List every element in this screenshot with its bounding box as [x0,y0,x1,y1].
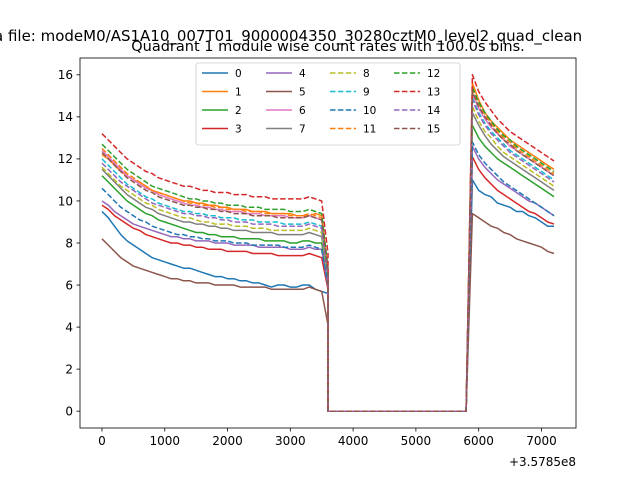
legend-label-14: 14 [427,105,441,117]
y-tick-label: 0 [65,404,73,418]
series-line-14 [101,99,555,412]
x-tick-label: 3000 [275,434,306,448]
legend-label-9: 9 [363,86,370,98]
series-line-15 [101,90,555,412]
y-tick-label: 14 [58,110,73,124]
y-tick-label: 8 [65,236,73,250]
legend-label-12: 12 [427,68,440,80]
x-tick-label: 0 [98,434,106,448]
legend-label-7: 7 [299,123,306,135]
legend-label-13: 13 [427,86,440,98]
x-tick-label: 6000 [463,434,494,448]
y-tick-label: 16 [58,68,73,82]
legend-label-2: 2 [235,105,242,117]
legend-label-15: 15 [427,123,440,135]
chart-title: Quadrant 1 module wise count rates with … [131,39,525,55]
x-tick-label: 4000 [338,434,369,448]
legend-box [195,62,461,146]
figure-suptitle: a file: modeM0/AS1A10_007T01_9000004350_… [0,27,582,46]
x-tick-label: 5000 [401,434,432,448]
y-tick-label: 6 [65,278,73,292]
x-tick-label: 2000 [212,434,243,448]
legend-label-3: 3 [235,123,242,135]
y-tick-label: 10 [58,194,73,208]
legend-label-6: 6 [299,105,306,117]
legend-label-8: 8 [363,68,370,80]
x-tick-label: 7000 [526,434,557,448]
legend-label-1: 1 [235,86,242,98]
x-axis: 0 1000 2000 3000 4000 5000 6000 7000 [98,428,557,448]
y-tick-label: 12 [58,152,73,166]
legend-label-5: 5 [299,86,306,98]
y-tick-label: 4 [65,320,73,334]
y-tick-label: 2 [65,362,73,376]
legend-label-4: 4 [299,68,306,80]
legend-label-0: 0 [235,68,242,80]
x-offset-label: +3.5785e8 [509,455,576,469]
series-layer [101,74,555,412]
legend-label-10: 10 [363,105,376,117]
x-tick-label: 1000 [149,434,180,448]
legend-label-11: 11 [363,123,376,135]
y-axis: 0 2 4 6 8 10 12 14 16 [58,68,80,418]
plot-area [79,57,577,429]
